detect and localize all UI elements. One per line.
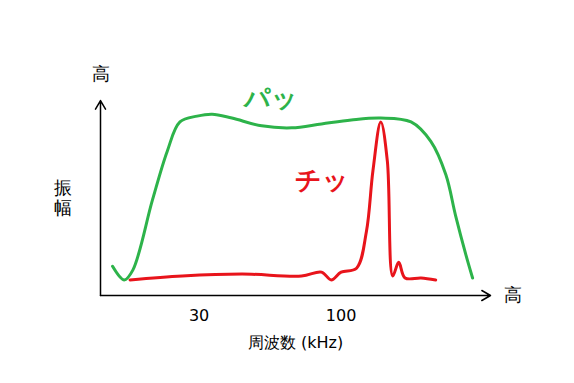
- svg-text:30: 30: [189, 306, 209, 325]
- svg-text:高: 高: [504, 284, 522, 305]
- svg-text:100: 100: [326, 306, 357, 325]
- svg-text:高: 高: [92, 63, 110, 84]
- svg-text:周波数 (kHz): 周波数 (kHz): [248, 333, 343, 352]
- svg-text:振幅: 振幅: [54, 177, 72, 218]
- svg-text:チッ: チッ: [295, 165, 349, 195]
- svg-text:パッ: パッ: [242, 83, 298, 113]
